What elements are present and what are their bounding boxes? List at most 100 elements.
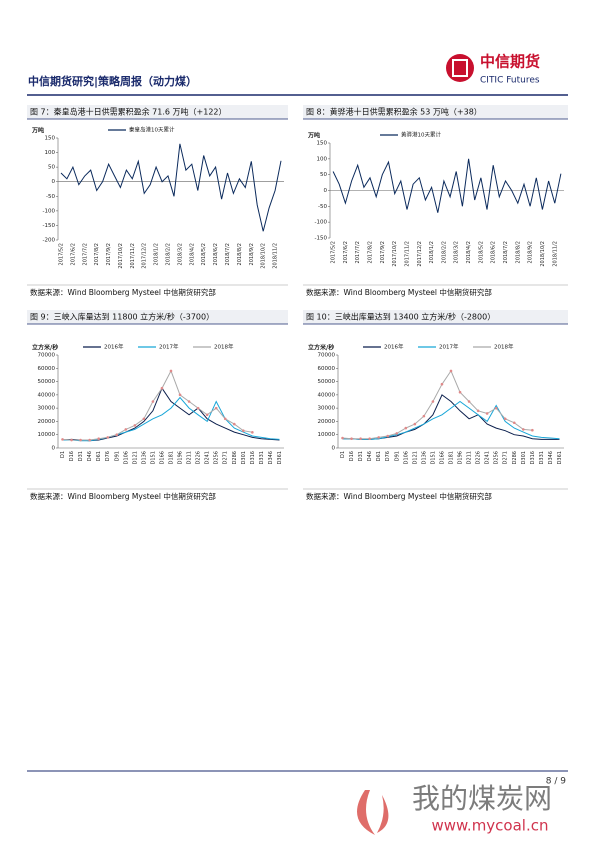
y-tick-label: -200 bbox=[43, 238, 56, 244]
x-tick-label: 2017/10/2 bbox=[118, 243, 124, 269]
watermark-url: www.mycoal.cn bbox=[432, 817, 549, 835]
legend-label: 2018年 bbox=[214, 343, 234, 351]
figure-source: 数据来源：Wind Bloomberg Mysteel 中信期货研究部 bbox=[30, 287, 216, 297]
series-marker bbox=[512, 421, 516, 425]
x-tick-label: D316 bbox=[250, 451, 256, 464]
x-tick-label: D256 bbox=[494, 451, 500, 464]
legend-label: 2017年 bbox=[439, 343, 459, 351]
figure-title: 图 9：三峡入库量达到 11800 立方米/秒（-3700） bbox=[30, 312, 214, 322]
y-tick-label: 40000 bbox=[38, 392, 56, 398]
x-tick-label: D196 bbox=[458, 451, 464, 464]
y-tick-label: 60000 bbox=[318, 366, 336, 372]
x-tick-label: D1 bbox=[60, 451, 66, 458]
y-tick-label: -100 bbox=[315, 220, 328, 226]
logo: 中信期货 CITIC Futures bbox=[446, 53, 540, 86]
x-tick-label: D136 bbox=[141, 451, 147, 464]
series-marker bbox=[61, 438, 64, 441]
series-marker bbox=[531, 428, 534, 432]
x-tick-label: D76 bbox=[105, 451, 111, 461]
series-marker bbox=[97, 437, 100, 441]
watermark-title: 我的煤炭网 bbox=[412, 782, 552, 815]
x-tick-label: D166 bbox=[159, 451, 165, 464]
x-tick-label: 2017/9/2 bbox=[106, 243, 112, 265]
x-tick-label: D196 bbox=[178, 451, 184, 464]
legend-label: 2017年 bbox=[159, 343, 179, 351]
x-tick-label: 2017/6/2 bbox=[70, 243, 76, 265]
x-tick-label: D286 bbox=[512, 451, 518, 464]
series-marker bbox=[160, 386, 164, 390]
y-tick-label: 50 bbox=[48, 165, 55, 171]
y-tick-label: 70000 bbox=[38, 353, 56, 359]
series-marker bbox=[124, 428, 128, 431]
series-marker bbox=[88, 438, 91, 442]
x-tick-label: 2018/1/2 bbox=[154, 243, 160, 265]
x-tick-label: D136 bbox=[421, 451, 427, 464]
x-tick-label: 2018/8/2 bbox=[515, 241, 521, 263]
x-tick-label: D31 bbox=[78, 451, 84, 461]
legend-label: 黄骅港10天累计 bbox=[401, 131, 441, 139]
y-tick-label: 100 bbox=[45, 150, 56, 156]
series-marker bbox=[205, 413, 209, 417]
x-tick-label: 2018/4/2 bbox=[189, 243, 195, 265]
series-marker bbox=[106, 436, 110, 439]
series-marker bbox=[133, 424, 137, 427]
x-tick-label: D316 bbox=[530, 451, 536, 464]
x-tick-label: 2018/6/2 bbox=[491, 241, 497, 263]
x-tick-label: 2018/10/2 bbox=[261, 243, 267, 269]
series-marker bbox=[476, 409, 480, 413]
y-tick-label: 30000 bbox=[38, 406, 56, 412]
plot-frame bbox=[58, 138, 284, 240]
x-tick-label: D76 bbox=[385, 451, 391, 461]
series-marker bbox=[522, 428, 525, 431]
x-tick-label: 2017/12/2 bbox=[142, 243, 148, 269]
series-marker bbox=[242, 429, 245, 433]
y-tick-label: 50000 bbox=[38, 379, 56, 385]
logo-cn: 中信期货 bbox=[480, 53, 540, 71]
watermark-icon bbox=[357, 790, 389, 835]
x-tick-label: D256 bbox=[214, 451, 220, 464]
x-tick-label: 2018/9/2 bbox=[249, 243, 255, 265]
series-line bbox=[332, 158, 562, 213]
x-tick-label: 2018/7/2 bbox=[503, 241, 509, 263]
x-tick-label: D16 bbox=[349, 451, 355, 461]
y-tick-label: 50000 bbox=[318, 379, 336, 385]
y-tick-label: 0 bbox=[52, 179, 56, 185]
figure-source: 数据来源：Wind Bloomberg Mysteel 中信期货研究部 bbox=[30, 491, 216, 501]
series-line bbox=[62, 396, 280, 442]
series-marker bbox=[178, 393, 182, 397]
series-line bbox=[342, 394, 560, 440]
series-marker bbox=[485, 412, 489, 415]
series-marker bbox=[386, 434, 390, 438]
y-tick-label: -100 bbox=[43, 208, 56, 214]
x-tick-label: D301 bbox=[521, 451, 527, 464]
x-tick-label: 2017/11/2 bbox=[130, 243, 136, 269]
y-tick-label: -150 bbox=[315, 236, 328, 242]
series-marker bbox=[341, 436, 344, 440]
x-tick-label: D271 bbox=[503, 451, 509, 464]
series-marker bbox=[151, 400, 155, 403]
x-tick-label: D346 bbox=[268, 451, 274, 464]
x-tick-label: 2017/10/2 bbox=[392, 241, 398, 267]
series-marker bbox=[368, 437, 371, 441]
x-tick-label: D271 bbox=[223, 451, 229, 464]
x-tick-label: D361 bbox=[277, 451, 283, 464]
series-marker bbox=[395, 432, 399, 435]
series-marker bbox=[503, 417, 507, 421]
x-tick-label: D31 bbox=[358, 451, 364, 461]
series-marker bbox=[169, 369, 173, 373]
x-tick-label: D181 bbox=[169, 451, 175, 464]
series-marker bbox=[251, 431, 254, 434]
x-tick-label: 2017/5/2 bbox=[58, 243, 64, 265]
legend-label: 2016年 bbox=[384, 343, 404, 351]
x-tick-label: 2018/7/2 bbox=[225, 243, 231, 265]
y-tick-label: 30000 bbox=[318, 406, 336, 412]
series-line bbox=[342, 400, 560, 440]
series-line bbox=[60, 143, 282, 232]
y-tick-label: 10000 bbox=[318, 432, 336, 438]
series-marker bbox=[467, 400, 471, 403]
series-line bbox=[62, 387, 280, 442]
y-tick-label: 50 bbox=[320, 172, 327, 178]
series-marker bbox=[404, 426, 408, 430]
series-marker bbox=[431, 400, 435, 403]
